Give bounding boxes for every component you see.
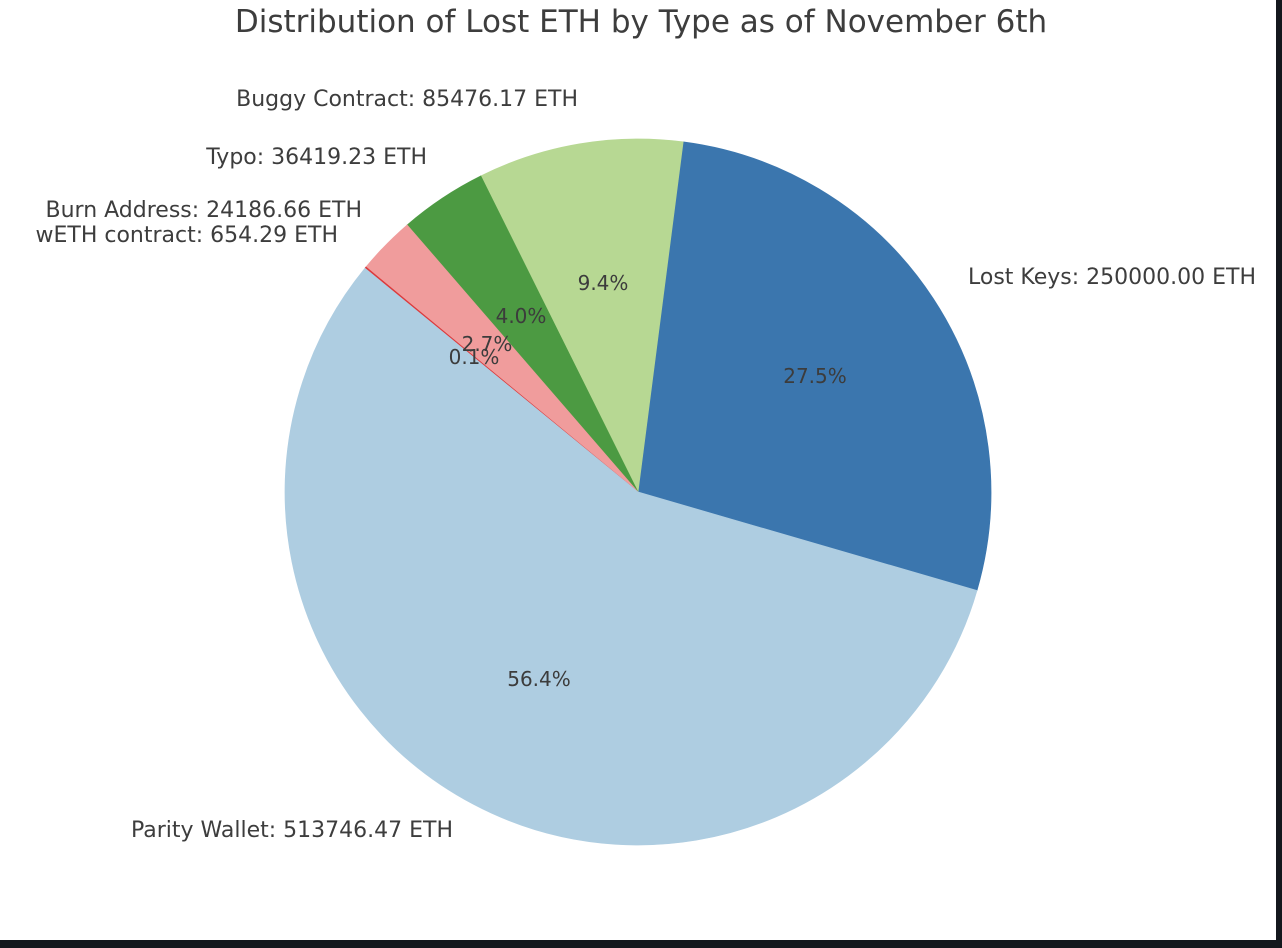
slice-label-weth-contract: wETH contract: 654.29 ETH [35,222,339,248]
pie-slice-parity-wallet [284,267,978,846]
chart-title: Distribution of Lost ETH by Type as of N… [234,4,1048,40]
slice-label-burn-address: Burn Address: 24186.66 ETH [45,197,363,223]
pct-label-lost-keys: 27.5% [783,364,847,388]
pct-label-parity-wallet: 56.4% [507,667,571,691]
pct-label-typo: 4.0% [495,304,547,328]
slice-label-buggy-contract: Buggy Contract: 85476.17 ETH [236,86,578,112]
pct-label-burn-address: 2.7% [461,332,513,356]
pct-label-buggy-contract: 9.4% [577,271,629,295]
pie-slice-buggy-contract [480,138,684,494]
screenshot-bottom-border [0,940,1282,948]
screenshot-right-border [1276,0,1282,948]
slice-label-lost-keys: Lost Keys: 250000.00 ETH [968,264,1257,290]
pct-label-weth-contract: 0.1% [448,345,500,369]
slice-label-parity-wallet: Parity Wallet: 513746.47 ETH [130,817,453,843]
pie-slice-lost-keys [637,141,992,591]
slice-label-typo: Typo: 36419.23 ETH [206,144,427,170]
